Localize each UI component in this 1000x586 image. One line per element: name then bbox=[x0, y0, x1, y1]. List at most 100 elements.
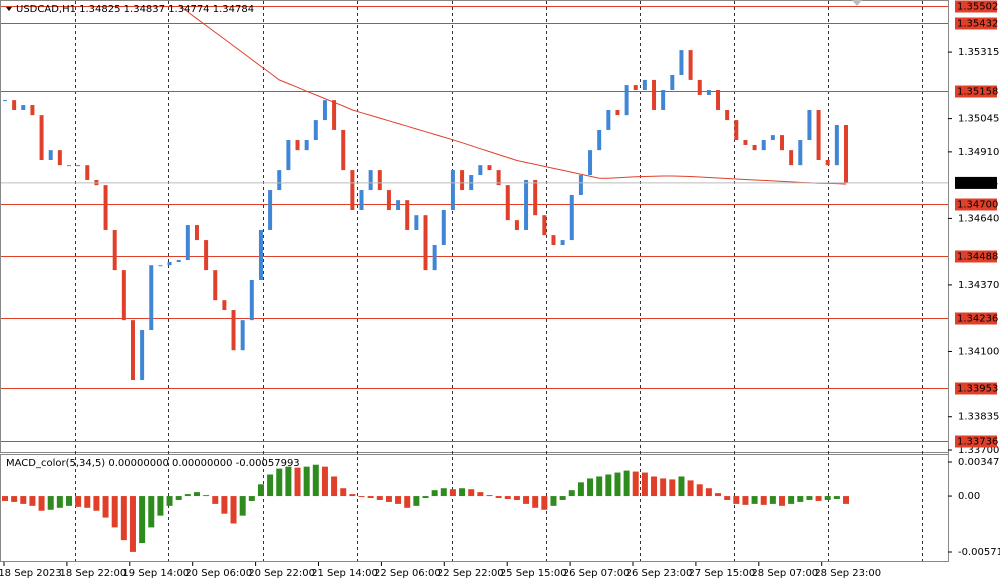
macd-bar bbox=[587, 478, 594, 497]
candle bbox=[496, 170, 501, 186]
macd-bar bbox=[203, 495, 210, 497]
time-label: 18 Sep 22:00 bbox=[60, 568, 127, 579]
candle bbox=[423, 215, 428, 271]
y-tick-label: 1.35045 bbox=[958, 114, 999, 125]
macd-bar bbox=[294, 467, 301, 497]
candle bbox=[514, 220, 519, 230]
candle bbox=[478, 165, 483, 176]
macd-bar bbox=[2, 496, 8, 501]
macd-bar bbox=[166, 496, 173, 506]
candle bbox=[770, 135, 775, 141]
macd-bar bbox=[632, 471, 639, 497]
candle bbox=[213, 270, 218, 301]
candle bbox=[825, 159, 830, 166]
candle bbox=[450, 170, 455, 211]
macd-bar bbox=[175, 496, 182, 500]
candle bbox=[341, 129, 346, 171]
macd-bar bbox=[267, 474, 274, 497]
candle bbox=[560, 240, 565, 246]
candle bbox=[624, 85, 629, 116]
current-price-label: 1.34784 bbox=[957, 178, 998, 189]
candle bbox=[12, 100, 17, 110]
macd-bar bbox=[440, 488, 447, 497]
candle bbox=[844, 125, 848, 184]
candle bbox=[21, 105, 26, 110]
candle bbox=[780, 135, 785, 151]
candle bbox=[204, 240, 209, 271]
candle bbox=[697, 79, 702, 95]
candle bbox=[569, 194, 574, 241]
candle bbox=[615, 109, 620, 116]
macd-bar bbox=[29, 496, 36, 506]
candle bbox=[322, 100, 327, 121]
candle bbox=[194, 225, 199, 241]
candle bbox=[167, 262, 172, 266]
candle bbox=[121, 270, 126, 321]
macd-bar bbox=[230, 496, 237, 524]
candle bbox=[85, 165, 90, 180]
y-tick-label: 1.35315 bbox=[958, 47, 999, 58]
candle bbox=[268, 190, 273, 230]
candle bbox=[48, 150, 53, 160]
candle bbox=[661, 90, 666, 110]
macd-bar bbox=[376, 496, 383, 500]
time-label: 21 Sep 14:00 bbox=[311, 568, 378, 579]
macd-bar bbox=[705, 488, 712, 497]
symbol-menu[interactable] bbox=[6, 7, 12, 11]
level-label: 1.33953 bbox=[957, 384, 998, 395]
candle bbox=[386, 190, 391, 211]
candle bbox=[158, 265, 163, 267]
time-label: 20 Sep 22:00 bbox=[248, 568, 315, 579]
candle bbox=[332, 100, 337, 130]
candle bbox=[606, 109, 611, 130]
level-badge bbox=[955, 85, 997, 98]
macd-bar bbox=[687, 480, 694, 497]
time-label: 22 Sep 22:00 bbox=[437, 568, 504, 579]
macd-bar bbox=[541, 496, 548, 510]
time-label: 22 Sep 06:00 bbox=[374, 568, 441, 579]
candle bbox=[185, 225, 190, 261]
candle bbox=[76, 165, 81, 167]
candle bbox=[231, 310, 236, 351]
candle bbox=[140, 330, 145, 381]
candle bbox=[66, 165, 71, 167]
macd-bar bbox=[486, 495, 493, 497]
macd-bar bbox=[157, 496, 164, 516]
time-label: 28 Sep 23:00 bbox=[814, 568, 881, 579]
candle bbox=[578, 175, 583, 195]
macd-bar bbox=[760, 496, 767, 505]
y-tick-label: 1.33700 bbox=[958, 445, 999, 456]
candle bbox=[359, 190, 364, 211]
macd-bar bbox=[696, 484, 703, 497]
candle bbox=[542, 215, 547, 236]
macd-bar bbox=[56, 496, 63, 508]
candle bbox=[688, 50, 693, 80]
macd-bar bbox=[248, 496, 255, 501]
macd-bar bbox=[550, 496, 557, 506]
candle bbox=[816, 109, 821, 160]
candle bbox=[313, 120, 318, 141]
macd-bar bbox=[806, 496, 813, 500]
candle bbox=[834, 125, 839, 166]
macd-bar bbox=[742, 496, 749, 505]
candle bbox=[240, 320, 245, 351]
macd-bar bbox=[596, 476, 603, 497]
candle bbox=[368, 170, 373, 191]
candle bbox=[103, 185, 108, 230]
candle bbox=[432, 245, 437, 271]
level-label: 1.34236 bbox=[957, 314, 998, 325]
macd-bar bbox=[815, 496, 822, 501]
y-tick-label: 1.33835 bbox=[958, 412, 999, 423]
macd-bar bbox=[559, 496, 566, 500]
candle bbox=[39, 115, 44, 160]
macd-bar bbox=[404, 496, 411, 508]
time-label: 18 Sep 2023 bbox=[0, 568, 62, 579]
macd-tick-label: 0.00 bbox=[958, 491, 980, 502]
macd-bar bbox=[724, 496, 731, 500]
candle bbox=[706, 90, 711, 95]
macd-bar bbox=[331, 476, 338, 497]
candle bbox=[725, 109, 730, 121]
